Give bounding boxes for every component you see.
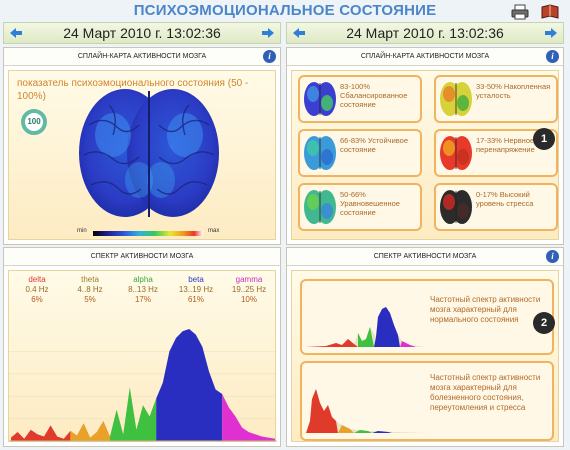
band-name: theta bbox=[81, 275, 99, 284]
band-range: 4..8 Hz bbox=[77, 285, 103, 294]
panel-spectrum: СПЕКТР АКТИВНОСТИ МОЗГА delta 0.4 Hz 6% the… bbox=[3, 247, 281, 447]
scale-max-label: max bbox=[208, 228, 220, 234]
band-range: 8..13 Hz bbox=[128, 285, 158, 294]
spectrum-area-gamma bbox=[222, 393, 275, 441]
band-percent: 17% bbox=[134, 295, 151, 304]
brain-map-image bbox=[79, 89, 219, 217]
spectrum-area-theta bbox=[70, 420, 110, 441]
band-percent: 5% bbox=[84, 295, 96, 304]
step-badge: 2 bbox=[533, 312, 555, 334]
band-percent: 10% bbox=[240, 295, 257, 304]
printer-icon[interactable] bbox=[510, 4, 530, 20]
panel-spline-states: СПЛАЙН-КАРТА АКТИВНОСТИ МОЗГА i 0-17% Вы… bbox=[286, 47, 564, 245]
state-label: 83-100% Сбалансированное состояние bbox=[340, 82, 408, 109]
band-name: delta bbox=[28, 275, 46, 284]
date-bar-left: 24 Март 2010 г. 13:02:36 bbox=[3, 22, 281, 44]
brain-thumbnail-icon bbox=[440, 190, 472, 224]
spectrum-area-alpha bbox=[110, 387, 157, 441]
spectrum-chart bbox=[9, 329, 277, 442]
brain-thumbnail-icon bbox=[304, 82, 336, 116]
disease-spectrum-thumbnail bbox=[306, 389, 426, 433]
band-range: 0.4 Hz bbox=[25, 285, 49, 294]
state-label: 0-17% Высокий уровень стресса bbox=[476, 190, 534, 208]
spectrum-area-delta bbox=[11, 425, 71, 441]
indicator-value-badge: 100 bbox=[21, 109, 47, 135]
band-percent: 61% bbox=[187, 295, 204, 304]
normal-spectrum-card: Частотный спектр активности мозга характ… bbox=[300, 279, 554, 355]
state-card: 0-17% Высокий уровень стресса bbox=[434, 183, 558, 231]
brain-thumbnail-icon bbox=[440, 82, 472, 116]
band-gamma: gamma 19..25 Hz 10% bbox=[224, 275, 274, 305]
disease-spectrum-label: Частотный спектр активности мозга характ… bbox=[430, 373, 541, 412]
arrow-left-icon[interactable] bbox=[292, 27, 306, 39]
band-name: gamma bbox=[235, 275, 263, 284]
band-name: alpha bbox=[133, 275, 153, 284]
panel-title: СПЛАЙН-КАРТА АКТИВНОСТИ МОЗГА bbox=[4, 48, 280, 66]
state-card: 83-100% Сбалансированное состояние bbox=[298, 75, 422, 123]
date-label-right: 24 Март 2010 г. 13:02:36 bbox=[346, 25, 504, 41]
info-icon[interactable]: i bbox=[546, 250, 559, 263]
scale-min-label: min bbox=[77, 228, 87, 234]
band-range: 13..19 Hz bbox=[178, 285, 214, 294]
state-card: 17-33% Нервное перенапряжение bbox=[434, 129, 558, 177]
panel-title: СПЕКТР АКТИВНОСТИ МОЗГА bbox=[4, 248, 280, 266]
band-range: 19..25 Hz bbox=[231, 285, 267, 294]
panel-title: СПЛАЙН-КАРТА АКТИВНОСТИ МОЗГА bbox=[287, 48, 563, 66]
state-label: 33-50% Накопленная усталость bbox=[476, 82, 551, 100]
panel-body: показатель психоэмоционального состояния… bbox=[8, 70, 276, 240]
panel-body: delta 0.4 Hz 6% theta 4..8 Hz 5% alpha 8..13 Hz… bbox=[8, 270, 277, 442]
book-icon[interactable] bbox=[540, 4, 560, 20]
arrow-left-icon[interactable] bbox=[9, 27, 23, 39]
brain-thumbnail-icon bbox=[304, 136, 336, 170]
band-alpha: alpha 8..13 Hz 17% bbox=[118, 275, 168, 305]
disease-spectrum-card: Частотный спектр активности мозга характ… bbox=[300, 361, 554, 441]
brain-thumbnail-icon bbox=[304, 190, 336, 224]
indicator-label: показатель психоэмоционального состояния… bbox=[17, 78, 249, 102]
panel-body: Частотный спектр активности мозга характ… bbox=[291, 270, 559, 442]
band-delta: delta 0.4 Hz 6% bbox=[12, 275, 62, 305]
info-icon[interactable]: i bbox=[546, 50, 559, 63]
band-beta: beta 13..19 Hz 61% bbox=[171, 275, 221, 305]
date-bar-right: 24 Март 2010 г. 13:02:36 bbox=[286, 22, 564, 44]
color-scale-bar bbox=[93, 231, 203, 236]
date-label-left: 24 Март 2010 г. 13:02:36 bbox=[63, 25, 221, 41]
state-label: 50-66% Уравновешенное состояние bbox=[340, 190, 400, 217]
band-theta: theta 4..8 Hz 5% bbox=[65, 275, 115, 305]
page-title: ПСИХОЭМОЦИОНАЛЬНОЕ СОСТОЯНИЕ bbox=[133, 2, 437, 19]
arrow-right-icon[interactable] bbox=[544, 27, 558, 39]
step-badge: 1 bbox=[533, 128, 555, 150]
panel-body: 0-17% Высокий уровень стресса 50-66% Урав… bbox=[291, 70, 559, 240]
normal-spectrum-thumbnail bbox=[306, 307, 426, 347]
info-icon[interactable]: i bbox=[263, 50, 276, 63]
normal-spectrum-label: Частотный спектр активности мозга характ… bbox=[430, 295, 541, 324]
band-percent: 6% bbox=[31, 295, 43, 304]
state-card: 66-83% Устойчивое состояние bbox=[298, 129, 422, 177]
panel-spectrum-examples: СПЕКТР АКТИВНОСТИ МОЗГА i Частотный спек… bbox=[286, 247, 564, 447]
spectrum-area-beta bbox=[156, 329, 223, 441]
state-label: 66-83% Устойчивое состояние bbox=[340, 136, 408, 154]
panel-spline-map: СПЛАЙН-КАРТА АКТИВНОСТИ МОЗГА i показате… bbox=[3, 47, 281, 245]
band-name: beta bbox=[188, 275, 204, 284]
state-card: 33-50% Накопленная усталость bbox=[434, 75, 558, 123]
state-label: 17-33% Нервное перенапряжение bbox=[476, 136, 535, 154]
brain-thumbnail-icon bbox=[440, 136, 472, 170]
arrow-right-icon[interactable] bbox=[261, 27, 275, 39]
state-card: 50-66% Уравновешенное состояние bbox=[298, 183, 422, 231]
panel-title: СПЕКТР АКТИВНОСТИ МОЗГА bbox=[287, 248, 563, 266]
